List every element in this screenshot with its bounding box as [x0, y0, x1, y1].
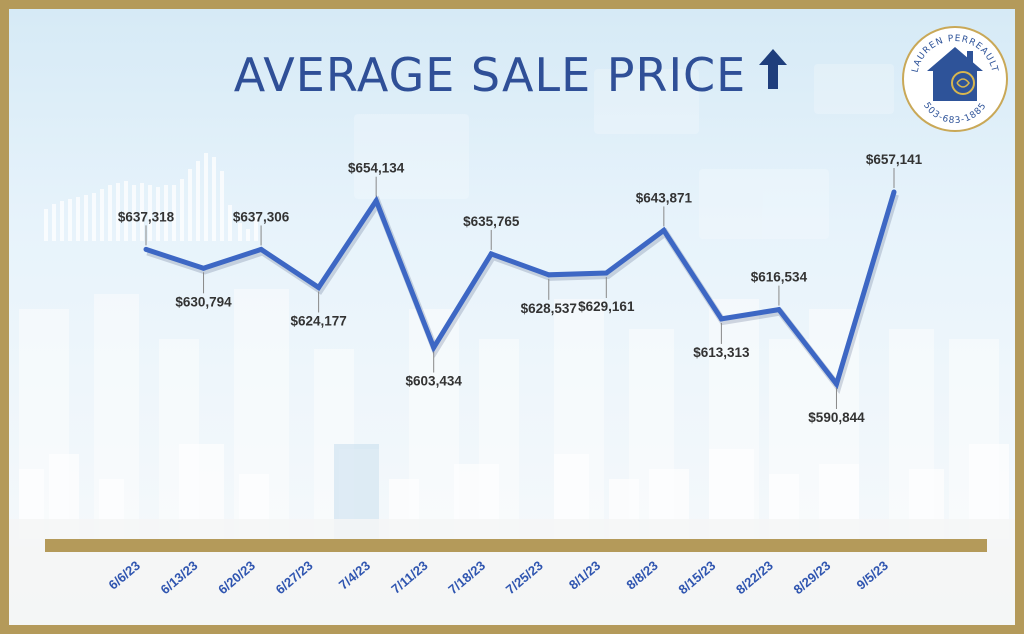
data-point — [661, 227, 667, 233]
data-point — [833, 381, 839, 387]
data-point — [546, 272, 552, 278]
line-chart: $637,318 $630,794 $637,306 $624,177 $654,134… — [106, 152, 923, 597]
page-title: AVERAGE SALE PRICE — [9, 47, 1015, 102]
x-tick-label: 7/11/23 — [388, 558, 430, 597]
x-tick-label: 8/1/23 — [566, 558, 603, 593]
data-point — [488, 251, 494, 257]
title-text: AVERAGE SALE PRICE — [233, 48, 747, 102]
brand-logo: LAUREN PERREAULT 503-683-1885 — [902, 26, 1008, 132]
data-label: $654,134 — [348, 161, 405, 176]
x-tick-label: 9/5/23 — [854, 558, 891, 593]
chart-baseline-bar — [45, 539, 987, 552]
data-label: $637,318 — [118, 209, 175, 224]
data-point — [718, 316, 724, 322]
data-point — [316, 284, 322, 290]
data-label: $637,306 — [233, 209, 290, 224]
data-label: $628,537 — [521, 301, 577, 316]
data-label: $635,765 — [463, 214, 520, 229]
data-point — [603, 270, 609, 276]
data-label: $603,434 — [406, 374, 463, 389]
data-label: $629,161 — [578, 299, 635, 314]
data-point — [431, 345, 437, 351]
data-point — [373, 198, 379, 204]
data-point — [891, 189, 897, 195]
x-tick-label: 6/13/23 — [158, 558, 201, 597]
data-label: $613,313 — [693, 345, 750, 360]
x-tick-label: 8/15/23 — [675, 558, 718, 597]
x-tick-label: 8/29/23 — [791, 558, 834, 597]
data-point — [258, 246, 264, 252]
ground-haze — [9, 519, 1015, 625]
data-point — [143, 246, 149, 252]
x-tick-label: 6/27/23 — [273, 558, 316, 597]
data-label: $624,177 — [290, 313, 346, 328]
x-tick-label: 6/20/23 — [215, 558, 258, 597]
x-tick-label: 7/18/23 — [445, 558, 488, 597]
data-label: $616,534 — [751, 270, 808, 285]
data-point — [776, 307, 782, 313]
up-arrow-icon — [756, 47, 790, 102]
data-label: $630,794 — [175, 294, 232, 309]
data-point — [201, 265, 207, 271]
x-tick-label: 7/25/23 — [503, 558, 546, 597]
decorative-panels — [354, 64, 894, 239]
x-tick-label: 8/22/23 — [733, 558, 776, 597]
x-tick-label: 7/4/23 — [336, 558, 373, 593]
city-skyline-background — [9, 64, 1015, 625]
data-label: $643,871 — [636, 190, 693, 205]
data-label: $657,141 — [866, 152, 923, 167]
series-line — [145, 191, 897, 390]
x-tick-label: 6/6/23 — [106, 558, 143, 593]
decorative-bar-graphic — [44, 153, 258, 241]
x-tick-label: 8/8/23 — [623, 558, 660, 593]
data-label: $590,844 — [808, 410, 865, 425]
